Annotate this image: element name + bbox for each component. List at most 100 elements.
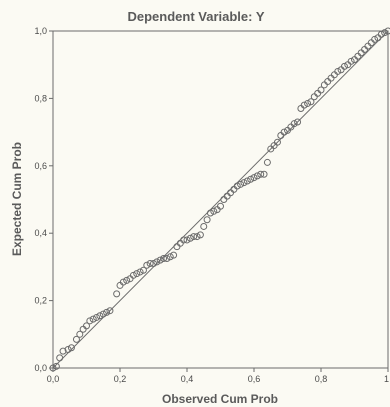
- data-point: [273, 138, 281, 146]
- data-point: [119, 278, 127, 286]
- data-point: [139, 266, 147, 274]
- y-tick-label: 0,0: [34, 363, 47, 373]
- data-point: [290, 120, 298, 128]
- data-point: [260, 170, 268, 178]
- data-point: [76, 330, 84, 338]
- data-point: [93, 313, 101, 321]
- data-point: [190, 233, 198, 241]
- data-point: [153, 258, 161, 266]
- data-point: [294, 118, 302, 126]
- x-tick-label: 0,6: [248, 374, 261, 384]
- data-point: [116, 281, 124, 289]
- data-point: [86, 317, 94, 325]
- y-axis-label: Expected Cum Prob: [10, 142, 24, 256]
- data-point: [263, 158, 271, 166]
- data-point: [220, 196, 228, 203]
- data-point: [247, 175, 255, 183]
- x-tick-label: 1: [384, 374, 389, 384]
- y-tick-label: 0,2: [34, 296, 47, 306]
- x-axis-ticks: 0,0 0,2 0,4 0,6 0,8 1: [47, 368, 389, 384]
- data-point: [166, 253, 174, 261]
- data-point: [146, 260, 154, 268]
- data-point: [163, 254, 171, 262]
- chart-title: Dependent Variable: Y: [127, 9, 264, 24]
- data-point: [381, 29, 389, 37]
- data-point: [227, 189, 235, 197]
- data-point: [280, 128, 288, 136]
- data-point: [106, 307, 114, 315]
- data-point: [334, 67, 342, 75]
- data-point: [180, 236, 188, 244]
- data-point: [354, 52, 362, 60]
- data-point: [170, 251, 178, 259]
- data-point: [173, 243, 181, 251]
- x-tick-label: 0,4: [181, 374, 194, 384]
- y-tick-label: 0,8: [34, 93, 47, 103]
- data-point: [377, 30, 385, 38]
- data-point: [67, 344, 75, 352]
- data-point: [250, 174, 258, 182]
- data-point: [133, 270, 141, 278]
- data-points: [49, 27, 390, 372]
- data-point: [364, 42, 372, 50]
- data-point: [206, 209, 214, 217]
- data-point: [83, 322, 90, 330]
- y-axis-ticks: 0,0 0,2 0,4 0,6 0,8 1,0: [34, 26, 53, 373]
- data-point: [357, 49, 365, 57]
- data-point: [361, 46, 369, 54]
- data-point: [317, 86, 325, 94]
- data-point: [150, 260, 157, 268]
- data-point: [156, 256, 164, 264]
- data-point: [113, 290, 121, 298]
- data-point: [253, 172, 261, 180]
- data-point: [304, 99, 312, 107]
- data-point: [324, 78, 332, 86]
- data-point: [230, 185, 238, 193]
- data-point: [310, 93, 318, 101]
- data-point: [233, 182, 241, 190]
- data-point: [297, 105, 305, 113]
- data-point: [72, 335, 80, 343]
- data-point: [56, 354, 64, 362]
- data-point: [210, 207, 218, 215]
- data-point: [79, 325, 87, 333]
- data-point: [223, 192, 231, 200]
- data-point: [340, 62, 348, 70]
- data-point: [136, 268, 144, 276]
- data-point: [330, 71, 338, 79]
- data-point: [96, 312, 104, 320]
- data-point: [59, 347, 67, 355]
- data-point: [307, 98, 315, 106]
- data-point: [347, 57, 355, 65]
- plot-area-border: [52, 30, 389, 369]
- x-tick-label: 0,8: [315, 374, 328, 384]
- data-point: [257, 170, 265, 178]
- data-point: [49, 364, 57, 372]
- data-point: [183, 236, 191, 244]
- data-point: [123, 276, 131, 284]
- data-point: [52, 362, 60, 370]
- data-point: [64, 345, 72, 353]
- data-point: [193, 233, 201, 241]
- data-point: [217, 202, 224, 210]
- data-point: [237, 180, 245, 188]
- data-point: [243, 177, 251, 185]
- data-point: [371, 35, 379, 43]
- data-point: [143, 261, 151, 269]
- data-point: [314, 89, 322, 97]
- y-tick-label: 1,0: [34, 26, 47, 36]
- y-tick-label: 0,4: [34, 228, 47, 238]
- data-point: [277, 131, 285, 139]
- data-point: [200, 222, 208, 230]
- x-tick-label: 0,0: [47, 374, 60, 384]
- data-point: [240, 179, 248, 187]
- data-point: [186, 234, 194, 242]
- data-point: [367, 39, 375, 47]
- y-tick-label: 0,6: [34, 161, 47, 171]
- x-axis-label: Observed Cum Prob: [162, 392, 278, 406]
- data-point: [384, 27, 390, 35]
- data-point: [300, 101, 308, 109]
- data-point: [196, 231, 204, 239]
